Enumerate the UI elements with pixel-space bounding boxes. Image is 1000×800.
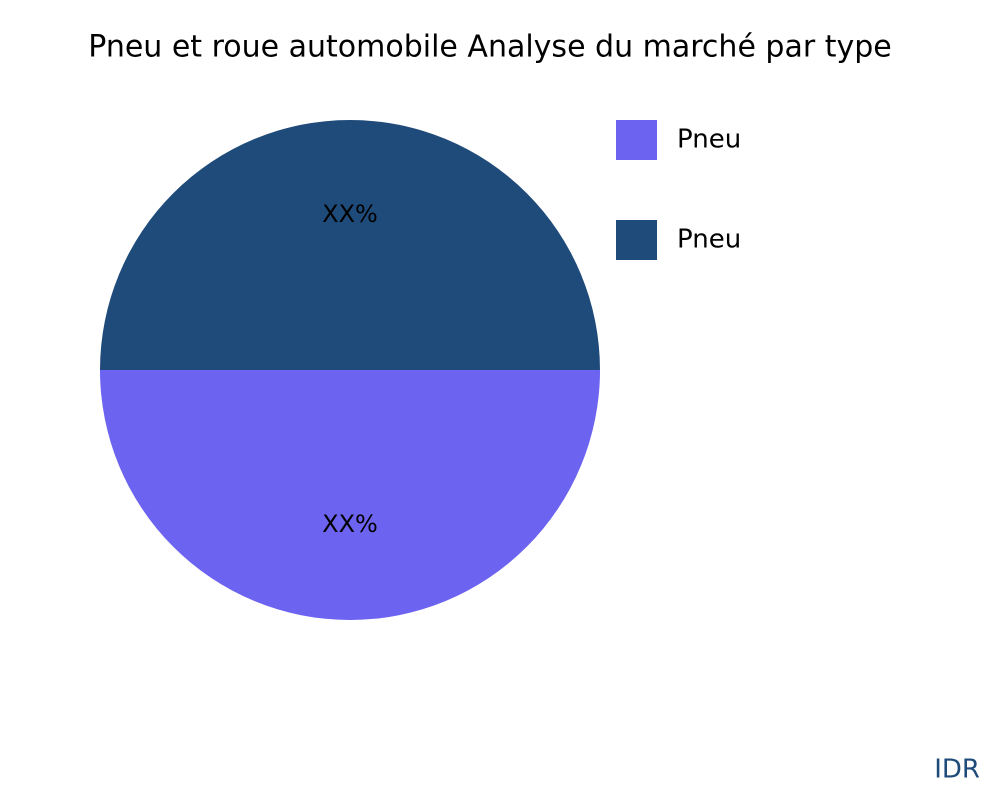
legend-label: Pneu <box>677 125 741 155</box>
footer: IDR <box>934 755 980 785</box>
legend-swatch <box>616 120 657 160</box>
legend-swatch <box>616 220 657 260</box>
chart-title: Pneu et roue automobile Analyse du march… <box>88 30 892 65</box>
pie-slice <box>100 370 600 620</box>
slice-label: XX% <box>322 510 378 538</box>
legend-label: Pneu <box>677 225 741 255</box>
slice-label: XX% <box>322 200 378 228</box>
pie-slice <box>100 120 600 370</box>
